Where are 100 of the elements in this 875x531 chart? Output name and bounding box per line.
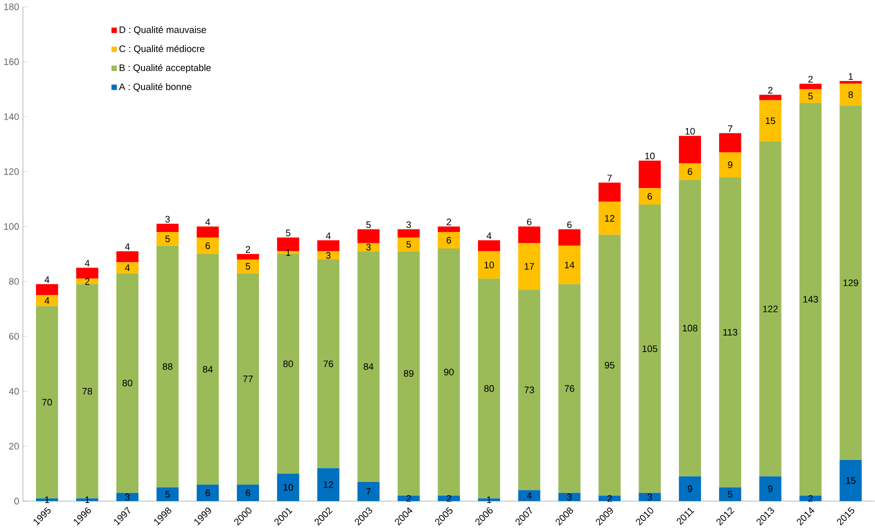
data-label: 4 xyxy=(44,276,50,283)
bar xyxy=(398,238,420,252)
bar xyxy=(156,487,179,502)
data-label: 9 xyxy=(688,485,692,492)
bar xyxy=(840,81,862,84)
bar xyxy=(478,278,500,498)
data-label: 3 xyxy=(366,244,371,251)
bar xyxy=(156,246,179,488)
bar xyxy=(638,160,661,188)
data-label: 89 xyxy=(404,370,414,377)
y-tick-label: 40 xyxy=(8,388,19,395)
y-tick-label: 60 xyxy=(9,333,19,340)
data-label: 3 xyxy=(165,216,170,223)
bar xyxy=(236,260,260,274)
bar xyxy=(719,177,742,488)
bar xyxy=(196,238,219,254)
data-label: 4 xyxy=(44,297,50,304)
data-label: 4 xyxy=(526,492,532,499)
bar xyxy=(196,226,219,238)
data-label: 108 xyxy=(682,324,698,332)
data-label: 5 xyxy=(286,230,290,236)
data-label: 90 xyxy=(444,368,454,376)
data-label: 12 xyxy=(324,481,334,488)
data-label: 2 xyxy=(246,246,250,253)
data-label: 2 xyxy=(446,218,452,226)
data-label: 10 xyxy=(645,152,655,160)
bar xyxy=(116,251,138,262)
bar xyxy=(518,226,540,244)
data-label: 17 xyxy=(524,263,534,270)
bar xyxy=(236,273,260,485)
data-label: 80 xyxy=(122,380,132,386)
bar xyxy=(438,248,460,496)
bar xyxy=(598,234,621,496)
y-tick-label: 120 xyxy=(4,168,19,176)
bar xyxy=(357,251,380,482)
bar xyxy=(116,273,138,493)
data-label: 6 xyxy=(246,490,250,496)
data-label: 3 xyxy=(326,252,331,259)
y-tick-label: 20 xyxy=(9,442,19,450)
bar xyxy=(638,188,661,205)
bar xyxy=(558,246,580,284)
data-label: 2 xyxy=(85,278,90,285)
data-label: 6 xyxy=(567,221,572,228)
y-tick-label: 80 xyxy=(9,278,19,285)
data-label: 76 xyxy=(324,360,334,368)
data-label: 3 xyxy=(125,494,130,500)
data-label: 6 xyxy=(648,193,652,200)
bar xyxy=(76,278,98,284)
bar xyxy=(598,496,621,502)
data-label: 95 xyxy=(604,362,614,369)
legend-label: C : Qualité médiocre xyxy=(119,45,204,54)
data-label: 5 xyxy=(406,241,411,248)
data-label: 12 xyxy=(605,215,614,222)
bar xyxy=(759,476,782,502)
bar xyxy=(638,492,661,502)
bar xyxy=(840,460,862,502)
legend-label: D : Qualité mauvaise xyxy=(120,26,206,35)
data-label: 10 xyxy=(484,262,494,268)
bar xyxy=(156,232,179,246)
bar xyxy=(357,482,380,502)
data-label: 3 xyxy=(406,221,411,228)
bar xyxy=(558,229,580,246)
data-label: 4 xyxy=(124,244,130,250)
bar xyxy=(558,284,580,493)
data-label: 4 xyxy=(326,232,331,240)
bar xyxy=(840,106,862,460)
bar xyxy=(156,224,179,232)
data-label: 5 xyxy=(165,491,170,498)
data-label: 5 xyxy=(246,263,250,270)
bar xyxy=(116,492,138,502)
bar xyxy=(357,243,380,252)
data-label: 7 xyxy=(728,125,732,132)
data-label: 2 xyxy=(406,495,411,502)
bar xyxy=(719,152,742,178)
data-label: 2 xyxy=(446,495,452,502)
data-label: 80 xyxy=(484,385,494,392)
bar xyxy=(759,100,782,142)
data-label: 4 xyxy=(124,264,130,272)
y-tick-label: 100 xyxy=(4,223,19,230)
data-label: 122 xyxy=(763,306,778,312)
data-label: 6 xyxy=(446,236,452,244)
bar xyxy=(638,204,661,493)
bar xyxy=(558,492,580,502)
bar xyxy=(598,202,621,235)
bar xyxy=(678,136,702,164)
data-label: 129 xyxy=(844,280,858,286)
data-label: 10 xyxy=(685,128,695,135)
data-label: 3 xyxy=(648,494,652,500)
bar xyxy=(317,240,340,252)
bar xyxy=(76,268,98,279)
bar xyxy=(76,284,98,498)
legend-label: A : Qualité bonne xyxy=(118,83,192,92)
data-label: 4 xyxy=(84,260,90,267)
data-label: 9 xyxy=(768,485,772,492)
data-label: 84 xyxy=(364,363,374,370)
data-label: 76 xyxy=(564,385,574,392)
data-label: 113 xyxy=(723,328,738,336)
data-label: 5 xyxy=(728,491,732,498)
bar xyxy=(398,229,420,238)
bar xyxy=(36,295,58,306)
